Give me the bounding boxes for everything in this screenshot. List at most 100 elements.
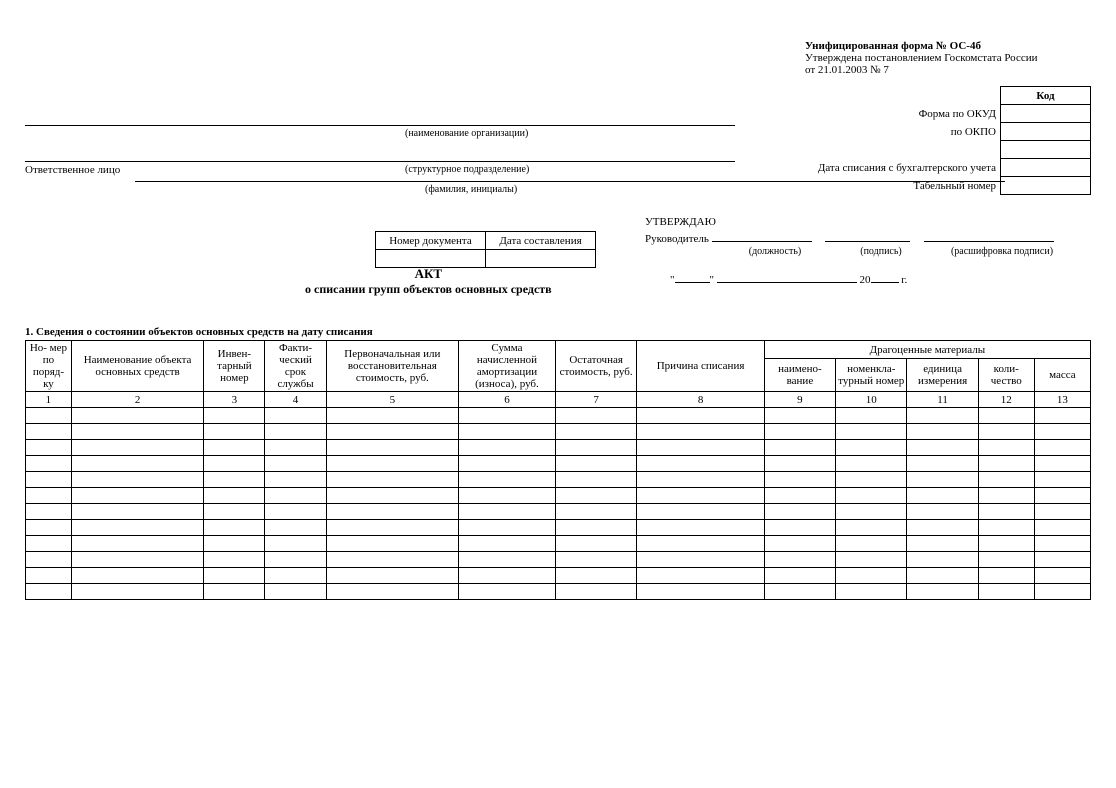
table-cell[interactable] xyxy=(204,504,265,520)
table-cell[interactable] xyxy=(459,424,556,440)
table-cell[interactable] xyxy=(459,568,556,584)
table-cell[interactable] xyxy=(71,520,203,536)
table-cell[interactable] xyxy=(907,456,978,472)
table-cell[interactable] xyxy=(836,456,907,472)
table-cell[interactable] xyxy=(836,408,907,424)
table-cell[interactable] xyxy=(459,584,556,600)
table-cell[interactable] xyxy=(555,472,637,488)
table-cell[interactable] xyxy=(978,520,1034,536)
table-cell[interactable] xyxy=(764,536,835,552)
table-cell[interactable] xyxy=(555,408,637,424)
table-cell[interactable] xyxy=(26,440,72,456)
table-cell[interactable] xyxy=(637,552,764,568)
table-cell[interactable] xyxy=(1034,520,1090,536)
table-cell[interactable] xyxy=(764,440,835,456)
table-cell[interactable] xyxy=(265,568,326,584)
table-cell[interactable] xyxy=(907,520,978,536)
table-cell[interactable] xyxy=(978,568,1034,584)
table-cell[interactable] xyxy=(71,584,203,600)
table-cell[interactable] xyxy=(265,536,326,552)
table-cell[interactable] xyxy=(1034,536,1090,552)
table-cell[interactable] xyxy=(459,552,556,568)
table-cell[interactable] xyxy=(265,424,326,440)
table-cell[interactable] xyxy=(265,552,326,568)
table-cell[interactable] xyxy=(326,520,458,536)
table-cell[interactable] xyxy=(459,488,556,504)
table-cell[interactable] xyxy=(26,520,72,536)
table-cell[interactable] xyxy=(907,552,978,568)
table-cell[interactable] xyxy=(204,424,265,440)
table-cell[interactable] xyxy=(1034,456,1090,472)
table-cell[interactable] xyxy=(26,408,72,424)
table-cell[interactable] xyxy=(71,504,203,520)
table-cell[interactable] xyxy=(764,584,835,600)
table-cell[interactable] xyxy=(907,472,978,488)
table-cell[interactable] xyxy=(326,424,458,440)
table-cell[interactable] xyxy=(71,440,203,456)
table-cell[interactable] xyxy=(637,440,764,456)
table-cell[interactable] xyxy=(764,488,835,504)
day-underline[interactable] xyxy=(675,269,710,283)
table-cell[interactable] xyxy=(26,536,72,552)
table-cell[interactable] xyxy=(978,440,1034,456)
year-underline[interactable] xyxy=(871,269,899,283)
table-cell[interactable] xyxy=(978,504,1034,520)
month-underline[interactable] xyxy=(717,269,857,283)
writeoff-date-value[interactable] xyxy=(1001,159,1091,177)
table-cell[interactable] xyxy=(907,408,978,424)
table-cell[interactable] xyxy=(907,440,978,456)
table-cell[interactable] xyxy=(764,424,835,440)
docnum-value[interactable] xyxy=(376,250,486,268)
table-cell[interactable] xyxy=(459,520,556,536)
table-cell[interactable] xyxy=(26,472,72,488)
table-cell[interactable] xyxy=(764,552,835,568)
table-cell[interactable] xyxy=(326,584,458,600)
table-cell[interactable] xyxy=(265,520,326,536)
table-cell[interactable] xyxy=(637,584,764,600)
table-cell[interactable] xyxy=(459,536,556,552)
table-cell[interactable] xyxy=(26,488,72,504)
blank-code-1[interactable] xyxy=(1001,141,1091,159)
table-cell[interactable] xyxy=(978,408,1034,424)
table-cell[interactable] xyxy=(204,552,265,568)
table-cell[interactable] xyxy=(326,536,458,552)
table-cell[interactable] xyxy=(26,568,72,584)
table-cell[interactable] xyxy=(907,536,978,552)
table-cell[interactable] xyxy=(907,488,978,504)
table-cell[interactable] xyxy=(555,568,637,584)
table-cell[interactable] xyxy=(836,440,907,456)
table-cell[interactable] xyxy=(265,504,326,520)
table-cell[interactable] xyxy=(204,584,265,600)
table-cell[interactable] xyxy=(1034,424,1090,440)
table-cell[interactable] xyxy=(555,520,637,536)
table-cell[interactable] xyxy=(555,440,637,456)
table-cell[interactable] xyxy=(1034,504,1090,520)
table-cell[interactable] xyxy=(265,472,326,488)
table-cell[interactable] xyxy=(836,472,907,488)
table-cell[interactable] xyxy=(459,408,556,424)
table-cell[interactable] xyxy=(265,408,326,424)
table-cell[interactable] xyxy=(907,504,978,520)
table-cell[interactable] xyxy=(326,472,458,488)
table-cell[interactable] xyxy=(764,408,835,424)
table-cell[interactable] xyxy=(555,504,637,520)
table-cell[interactable] xyxy=(555,552,637,568)
table-cell[interactable] xyxy=(836,424,907,440)
table-cell[interactable] xyxy=(326,440,458,456)
table-cell[interactable] xyxy=(836,552,907,568)
table-cell[interactable] xyxy=(764,456,835,472)
table-cell[interactable] xyxy=(555,536,637,552)
table-cell[interactable] xyxy=(204,520,265,536)
table-cell[interactable] xyxy=(836,520,907,536)
table-cell[interactable] xyxy=(204,456,265,472)
table-cell[interactable] xyxy=(978,584,1034,600)
table-cell[interactable] xyxy=(204,472,265,488)
table-cell[interactable] xyxy=(978,456,1034,472)
table-cell[interactable] xyxy=(265,488,326,504)
table-cell[interactable] xyxy=(71,488,203,504)
table-cell[interactable] xyxy=(764,472,835,488)
table-cell[interactable] xyxy=(555,584,637,600)
table-cell[interactable] xyxy=(265,440,326,456)
table-cell[interactable] xyxy=(907,424,978,440)
table-cell[interactable] xyxy=(459,472,556,488)
